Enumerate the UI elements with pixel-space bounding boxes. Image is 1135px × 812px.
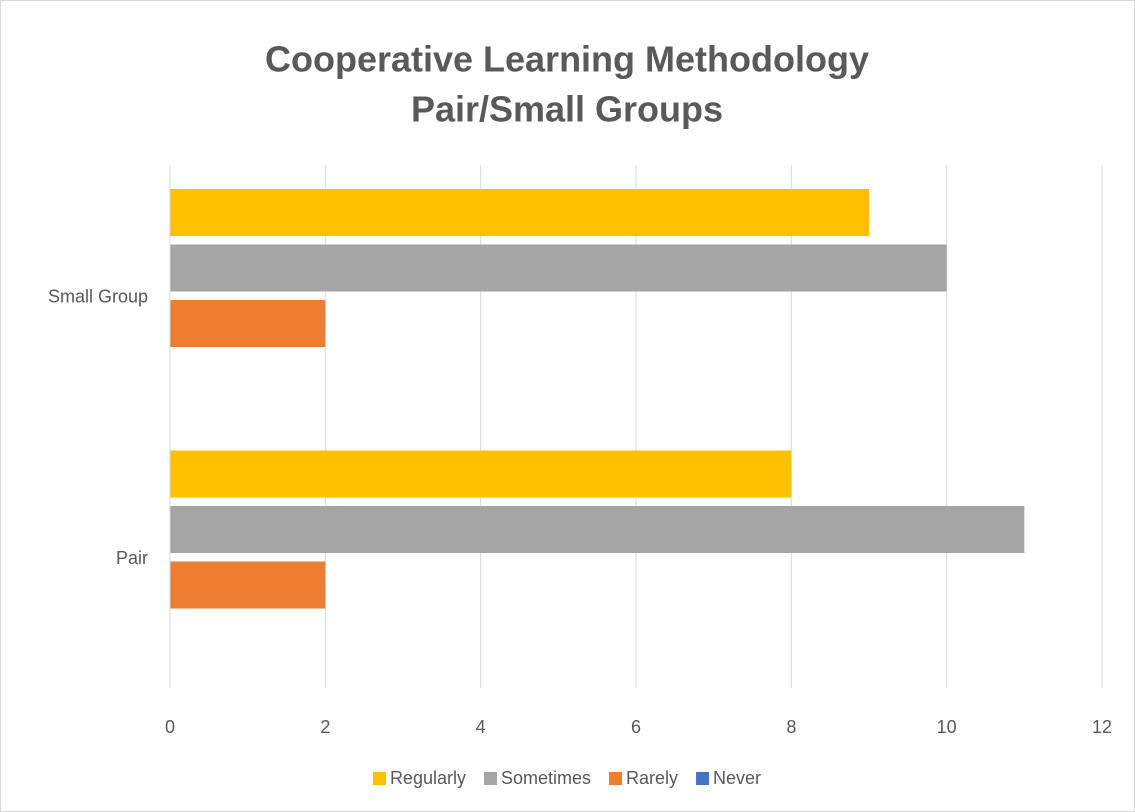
legend-label: Regularly (390, 768, 466, 788)
chart-title: Pair/Small Groups (411, 89, 723, 130)
chart-title: Cooperative Learning Methodology (265, 39, 869, 80)
x-tick-label: 6 (631, 717, 641, 737)
x-tick-label: 12 (1092, 717, 1112, 737)
bar (170, 189, 869, 236)
legend-swatch (696, 772, 710, 785)
x-tick-label: 10 (937, 717, 957, 737)
y-tick-label: Pair (116, 548, 148, 568)
legend-swatch (372, 772, 386, 785)
bar (170, 506, 1025, 553)
bar (170, 450, 792, 498)
y-tick-label: Small Group (48, 287, 148, 307)
legend-swatch (483, 772, 497, 785)
bar (170, 300, 326, 347)
bar (170, 244, 947, 292)
legend-label: Never (713, 768, 761, 788)
bar (170, 561, 326, 609)
x-tick-label: 2 (320, 717, 330, 737)
legend-label: Sometimes (501, 768, 591, 788)
x-tick-label: 8 (786, 717, 796, 737)
legend-label: Rarely (626, 768, 678, 788)
legend-swatch (609, 772, 623, 785)
x-tick-label: 0 (165, 717, 175, 737)
x-tick-label: 4 (476, 717, 486, 737)
